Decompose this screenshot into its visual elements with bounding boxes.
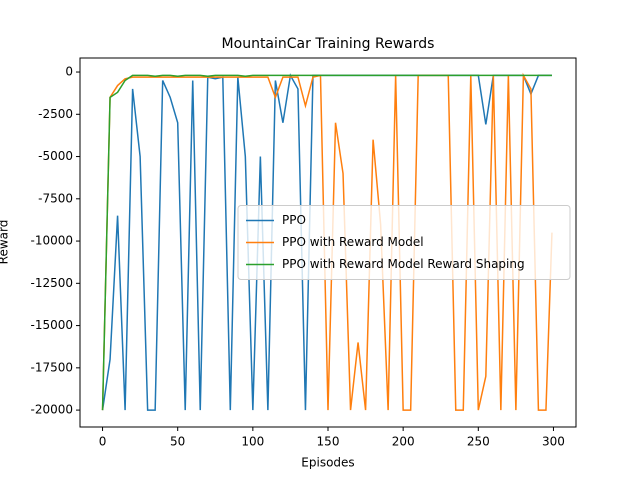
y-tick-label: 0 (65, 65, 73, 79)
plot-frame (79, 57, 577, 428)
y-tick-label: -17500 (30, 360, 73, 374)
y-tick-label: -10000 (30, 234, 73, 248)
series-line (101, 74, 552, 411)
y-tick-label: -5000 (38, 149, 73, 163)
x-tick-label: 250 (467, 435, 490, 449)
y-axis-label: Reward (0, 220, 11, 265)
x-tick-label: 300 (542, 435, 565, 449)
series-line (101, 72, 553, 411)
legend-label: PPO with Reward Model (282, 235, 424, 249)
x-tick-label: 50 (170, 435, 185, 449)
chart-title: MountainCar Training Rewards (222, 36, 435, 52)
y-tick-label: -2500 (38, 107, 73, 121)
x-tick-label: 100 (241, 435, 264, 449)
legend-box (237, 205, 571, 280)
x-tick-label: 200 (392, 435, 415, 449)
y-tick-label: -7500 (38, 191, 73, 205)
x-tick-label: 150 (317, 435, 340, 449)
y-tick-label: -12500 (30, 276, 73, 290)
y-tick-label: -15000 (30, 318, 73, 332)
x-tick-label: 0 (99, 435, 107, 449)
x-axis-label: Episodes (301, 456, 354, 470)
legend-label: PPO with Reward Model Reward Shaping (282, 257, 525, 271)
y-tick-label: -20000 (30, 403, 73, 417)
legend-label: PPO (282, 213, 306, 227)
